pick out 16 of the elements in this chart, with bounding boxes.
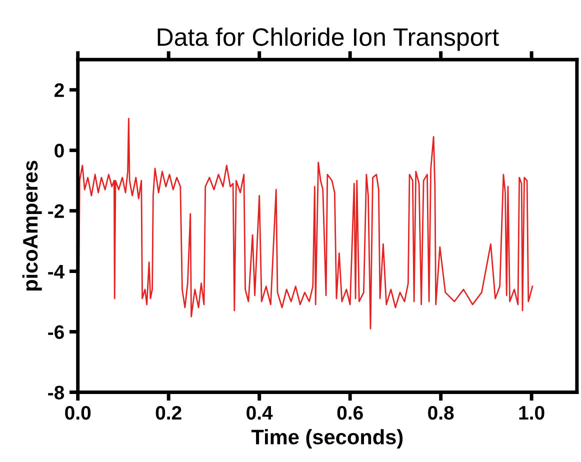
x-axis-title: Time (seconds) <box>251 429 403 449</box>
y-tick-label: -4 <box>48 264 65 278</box>
x-tick-label: 1.0 <box>519 406 544 420</box>
y-tick-label: 2 <box>54 83 64 97</box>
x-tick-label: 0.2 <box>156 406 182 420</box>
x-tick-label: 0.8 <box>428 406 454 420</box>
y-tick-label: 0 <box>54 144 64 158</box>
x-tick-label: 0.0 <box>65 406 91 420</box>
y-tick-label: -6 <box>48 325 64 339</box>
line-series <box>78 118 534 330</box>
chart-title: Data for Chloride Ion Transport <box>158 28 499 51</box>
y-axis-title: picoAmperes <box>22 160 42 291</box>
y-tick-label: -2 <box>48 204 64 218</box>
x-tick-label: 0.6 <box>337 406 363 420</box>
x-tick-label: 0.4 <box>246 406 273 420</box>
y-tick-label: -8 <box>48 386 64 400</box>
